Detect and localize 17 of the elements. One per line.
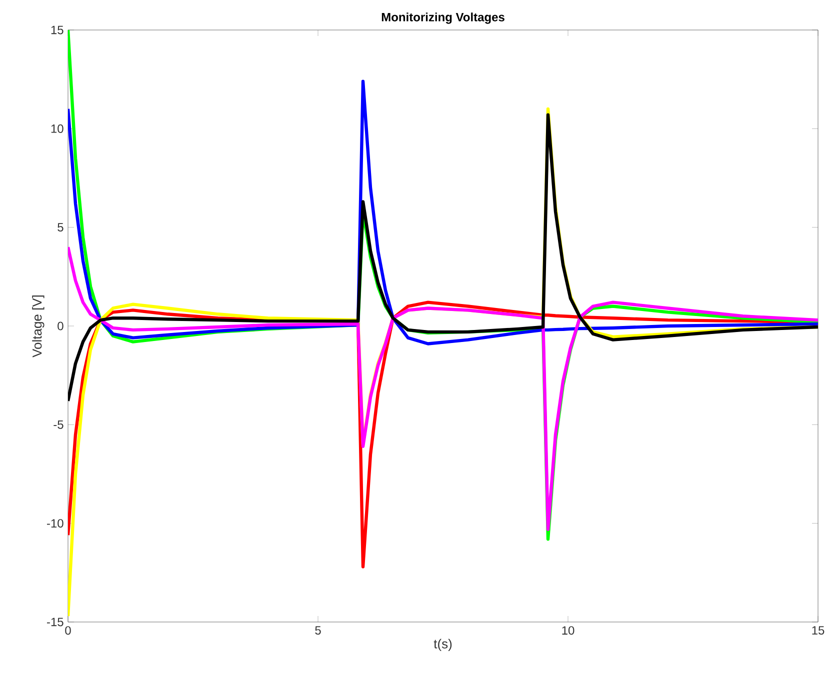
line-series — [68, 245, 818, 531]
y-tick-label: 0 — [58, 322, 64, 330]
x-tick-label: 5 — [315, 626, 321, 635]
y-axis-title: Voltage [V] — [32, 295, 44, 358]
y-tick-label: 10 — [51, 124, 64, 133]
line-series — [68, 80, 818, 346]
y-tick-label: -5 — [54, 420, 64, 429]
y-tick-label: -15 — [46, 618, 64, 626]
x-tick-label: 15 — [812, 626, 824, 635]
x-tick-label: 10 — [562, 626, 574, 635]
line-series — [68, 113, 818, 403]
chart-title: Monitorizing Voltages — [382, 12, 504, 24]
x-tick-label: 0 — [65, 626, 71, 635]
y-tick-label: 5 — [58, 223, 64, 232]
y-tick-label: 15 — [51, 26, 64, 34]
x-axis-title: t(s) — [434, 638, 452, 651]
y-tick-label: -10 — [46, 519, 64, 528]
